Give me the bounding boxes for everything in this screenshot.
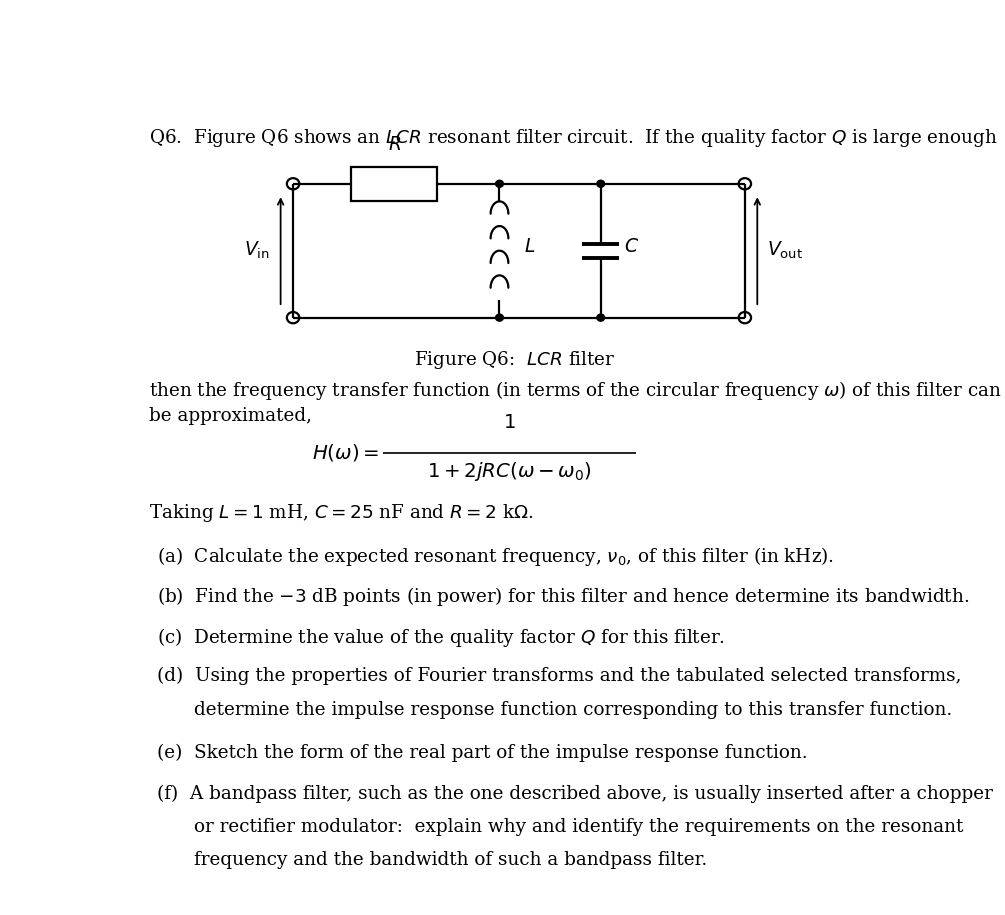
Text: (a)  Calculate the expected resonant frequency, $\nu_0$, of this filter (in kHz): (a) Calculate the expected resonant freq…: [157, 544, 834, 567]
Text: Figure Q6:  $LCR$ filter: Figure Q6: $LCR$ filter: [414, 350, 616, 371]
Text: then the frequency transfer function (in terms of the circular frequency $\omega: then the frequency transfer function (in…: [149, 379, 1002, 402]
Text: (f)  A bandpass filter, such as the one described above, is usually inserted aft: (f) A bandpass filter, such as the one d…: [157, 784, 993, 802]
Text: $V_{\rm in}$: $V_{\rm in}$: [244, 240, 270, 262]
Text: (e)  Sketch the form of the real part of the impulse response function.: (e) Sketch the form of the real part of …: [157, 744, 807, 762]
Text: Q6.  Figure Q6 shows an $LCR$ resonant filter circuit.  If the quality factor $Q: Q6. Figure Q6 shows an $LCR$ resonant fi…: [149, 126, 998, 149]
Text: frequency and the bandwidth of such a bandpass filter.: frequency and the bandwidth of such a ba…: [194, 851, 708, 869]
Circle shape: [495, 314, 504, 321]
Circle shape: [597, 314, 605, 321]
Bar: [352, 167, 437, 200]
Text: determine the impulse response function corresponding to this transfer function.: determine the impulse response function …: [194, 701, 953, 718]
Text: $R$: $R$: [388, 136, 401, 155]
Text: (b)  Find the $-3$ dB points (in power) for this filter and hence determine its : (b) Find the $-3$ dB points (in power) f…: [157, 586, 969, 608]
Text: $H(\omega) = $: $H(\omega) = $: [312, 443, 379, 463]
Text: $V_{\rm out}$: $V_{\rm out}$: [767, 240, 803, 262]
Circle shape: [495, 180, 504, 188]
Text: $L$: $L$: [525, 238, 536, 256]
Circle shape: [597, 180, 605, 188]
Text: (d)  Using the properties of Fourier transforms and the tabulated selected trans: (d) Using the properties of Fourier tran…: [157, 667, 961, 685]
Text: $1$: $1$: [502, 413, 516, 432]
Text: be approximated,: be approximated,: [149, 407, 312, 425]
Text: (c)  Determine the value of the quality factor $Q$ for this filter.: (c) Determine the value of the quality f…: [157, 626, 725, 650]
Text: $C$: $C$: [624, 238, 639, 256]
Text: $1 + 2jRC(\omega - \omega_0)$: $1 + 2jRC(\omega - \omega_0)$: [427, 460, 592, 483]
Text: or rectifier modulator:  explain why and identify the requirements on the resona: or rectifier modulator: explain why and …: [194, 818, 964, 836]
Text: Taking $L{=}1$ mH, $C{=}25$ nF and $R{=}2$ k$\Omega$.: Taking $L{=}1$ mH, $C{=}25$ nF and $R{=}…: [149, 502, 534, 524]
